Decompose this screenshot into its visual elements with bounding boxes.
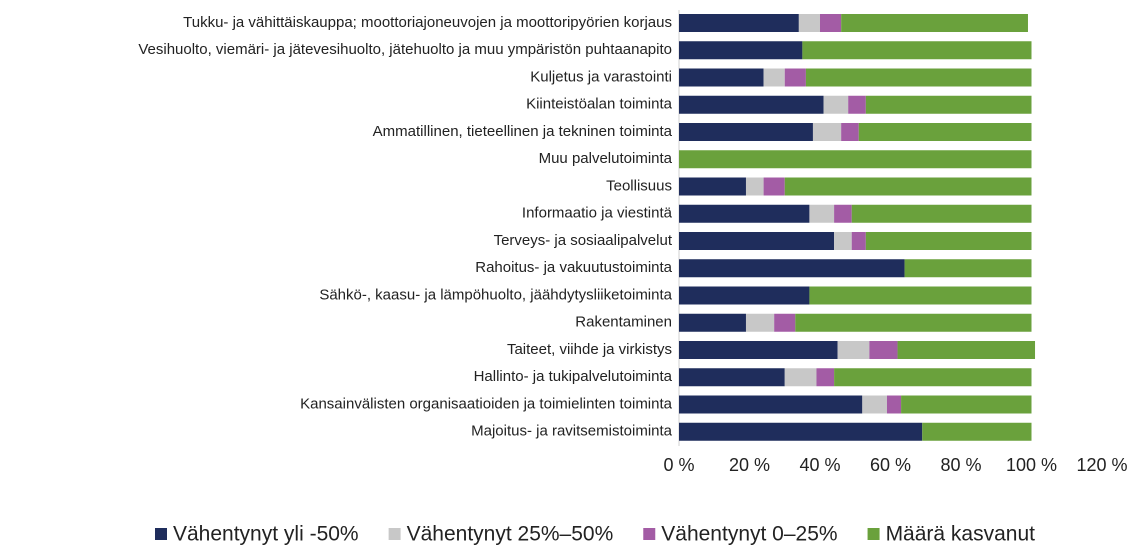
bar-segment [763,177,785,196]
bar-segment [805,68,1032,87]
bar-segment [922,422,1032,441]
bar-segment [904,259,1032,278]
category-label: Kansainvälisten organisaatioiden ja toim… [300,395,673,412]
bar-segment [784,68,806,87]
legend-label: Vähentynyt 0–25% [661,523,837,546]
bar-segment [809,204,835,223]
bar-segment [834,232,852,250]
legend-swatch [643,528,656,540]
x-tick-label: 120 % [1076,455,1127,475]
bar-segment [901,395,1032,414]
category-label: Taiteet, viihde ja virkistys [507,341,672,358]
bar-segment [679,123,813,141]
legend-label: Vähentynyt 25%–50% [407,523,614,546]
bar-segment [862,395,887,414]
x-tick-label: 100 % [1006,455,1057,475]
bar-segment [816,368,835,387]
category-label: Ammatillinen, tieteellinen ja tekninen t… [373,123,673,140]
category-label: Majoitus- ja ravitsemistoiminta [471,423,673,440]
bar-segment [679,286,810,305]
bar-segment [679,259,905,278]
bar-segment [809,286,1032,305]
bar-segment [795,313,1032,332]
legend-swatch [155,528,167,540]
legend-swatch [388,528,401,540]
category-label: Terveys- ja sosiaalipalvelut [494,232,673,249]
bar-segment [841,123,859,141]
bar-segment [841,14,1028,32]
category-label: Kuljetus ja varastointi [530,68,672,85]
bar-segment [848,95,866,114]
bar-segment [851,204,1032,223]
bar-segment [784,368,817,387]
bar-segment [865,95,1032,114]
bar-segment [812,123,842,141]
legend-swatch [867,528,880,540]
bar-segment [798,14,820,32]
bar-segment [679,395,863,414]
bar-segment [837,341,870,359]
bar-segment [679,313,746,332]
bar-segment [679,150,1032,169]
bar-segment [679,41,803,60]
bar-segment [774,313,796,332]
x-tick-label: 60 % [870,455,911,475]
category-label: Muu palvelutoiminta [539,150,673,167]
category-label: Kiinteistöalan toiminta [526,96,673,113]
bar-segment [679,422,923,441]
bar-segment [679,177,746,196]
bar-segment [802,41,1032,60]
bar-segment [763,68,785,87]
x-tick-label: 0 % [663,455,694,475]
x-tick-label: 40 % [799,455,840,475]
bar-segment [679,368,785,387]
bar-segment [679,232,835,250]
bar-segment [820,14,842,32]
bar-segment [834,204,852,223]
bar-segment [679,95,824,114]
category-label: Sähkö-, kaasu- ja lämpöhuolto, jäähdytys… [319,286,672,303]
bar-segment [679,341,838,359]
bar-segment [745,177,764,196]
bar-segment [897,341,1036,359]
category-label: Tukku- ja vähittäiskauppa; moottoriajone… [183,14,672,31]
bar-segment [858,123,1032,141]
bar-segment [679,14,799,32]
x-tick-label: 20 % [729,455,770,475]
bar-segment [745,313,775,332]
bar-segment [851,232,866,250]
category-label: Rakentaminen [575,314,672,331]
bar-segment [679,68,764,87]
bar-segment [823,95,849,114]
bar-segment [886,395,902,414]
category-label: Informaatio ja viestintä [522,205,673,222]
category-label: Teollisuus [606,177,672,194]
category-label: Hallinto- ja tukipalvelutoiminta [474,368,673,385]
category-label: Rahoitus- ja vakuutustoiminta [475,259,672,276]
bar-segment [869,341,898,359]
bar-segment [679,204,810,223]
legend-label: Määrä kasvanut [886,523,1036,546]
bar-segment [865,232,1032,250]
legend-label: Vähentynyt yli -50% [173,523,359,546]
x-tick-label: 80 % [940,455,981,475]
category-label: Vesihuolto, viemäri- ja jätevesihuolto, … [138,41,672,58]
bar-segment [834,368,1032,387]
bar-segment [784,177,1032,196]
